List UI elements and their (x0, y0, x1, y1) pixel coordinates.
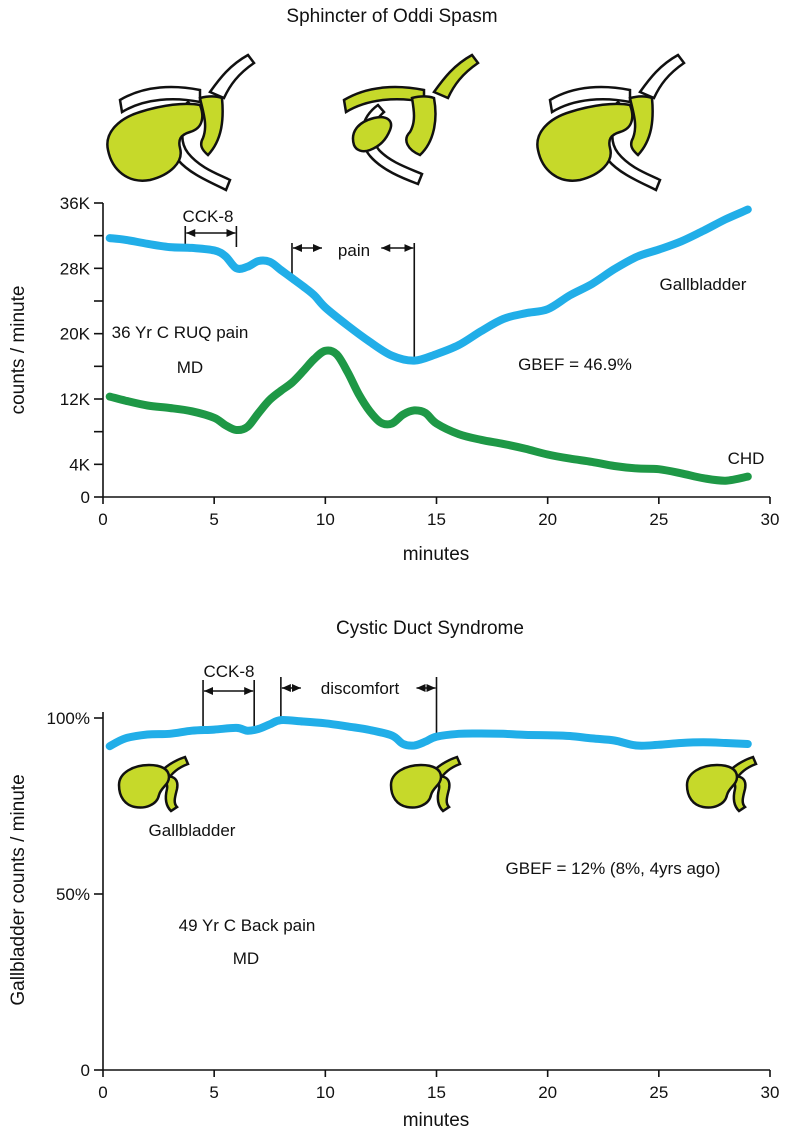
gallbladder-duct-diagram-icon (389, 755, 462, 813)
chart-2-x-tick-label: 20 (538, 1083, 557, 1102)
chart-1-gallbladder-label: Gallbladder (660, 275, 747, 294)
chart-2-patient-line2: MD (233, 949, 259, 968)
chart-2-gbef: GBEF = 12% (8%, 4yrs ago) (506, 859, 721, 878)
chart-2: Cystic Duct Syndrome 0 5 10 15 20 25 30 0 50% 100… (8, 618, 779, 1131)
gallbladder-duct-diagram-icon (536, 53, 686, 192)
chart-1-y-tick-label: 0 (81, 488, 90, 507)
chart-2-patient-line1: 49 Yr C Back pain (179, 916, 316, 935)
chart-1-y-tick-label: 20K (60, 325, 91, 344)
chart-2-title: Cystic Duct Syndrome (336, 618, 524, 639)
chart-2-gallbladder-label: Gallbladder (149, 821, 236, 840)
gallbladder-duct-diagram-icon (342, 53, 480, 186)
chart-1-chd-label: CHD (728, 449, 765, 468)
chart-2-x-tick-label: 15 (427, 1083, 446, 1102)
chart-2-x-tick-label: 10 (316, 1083, 335, 1102)
chart-1-pain-label: pain (338, 241, 370, 260)
chart-1-y-tick-label: 36K (60, 194, 91, 213)
chart-1-x-tick-label: 5 (209, 510, 218, 529)
chart-2-y-tick-label: 50% (56, 885, 90, 904)
chart-2-y-tick-label: 0 (81, 1061, 90, 1080)
chart-1-x-tick-label: 0 (98, 510, 107, 529)
chart-1-title: Sphincter of Oddi Spasm (286, 6, 497, 27)
chart-1-gbef: GBEF = 46.9% (518, 355, 632, 374)
chart-1-cck8-label: CCK-8 (182, 207, 233, 226)
chart-2-series-gallbladder (105, 715, 752, 751)
chart-1-x-tick-label: 15 (427, 510, 446, 529)
chart-2-x-tick-label: 30 (761, 1083, 780, 1102)
chart-2-y-tick-label: 100% (47, 709, 90, 728)
chart-1-x-tick-label: 30 (761, 510, 780, 529)
chart-1-patient-line2: MD (177, 358, 203, 377)
gallbladder-duct-diagram-icon (685, 755, 758, 813)
chart-2-cck8-label: CCK-8 (203, 662, 254, 681)
chart-1-series-chd (105, 346, 752, 485)
chart-2-x-axis-title: minutes (403, 1110, 470, 1131)
gallbladder-duct-diagram-icon (106, 53, 256, 192)
chart-1-series-gallbladder (105, 205, 752, 365)
chart-2-x-tick-label: 0 (98, 1083, 107, 1102)
gallbladder-duct-diagram-icon (117, 755, 190, 813)
chart-1-y-axis-title: counts / minute (8, 286, 29, 415)
chart-2-x-tick-label: 25 (649, 1083, 668, 1102)
chart-2-x-tick-label: 5 (209, 1083, 218, 1102)
chart-1-x-tick-label: 10 (316, 510, 335, 529)
chart-1-x-axis-title: minutes (403, 544, 470, 565)
chart-1-y-tick-label: 4K (69, 455, 90, 474)
chart-1-y-tick-label: 28K (60, 259, 91, 278)
chart-1-x-tick-label: 25 (649, 510, 668, 529)
chart-1-patient-line1: 36 Yr C RUQ pain (112, 323, 249, 342)
chart-1-x-tick-label: 20 (538, 510, 557, 529)
chart-2-discomfort-label: discomfort (321, 679, 400, 698)
chart-1-y-tick-label: 12K (60, 390, 91, 409)
chart-1: Sphincter of Oddi Spasm 0 5 10 15 20 25 30 0 4K (8, 6, 779, 565)
chart-2-y-axis-title: Gallbladder counts / minute (8, 774, 29, 1005)
